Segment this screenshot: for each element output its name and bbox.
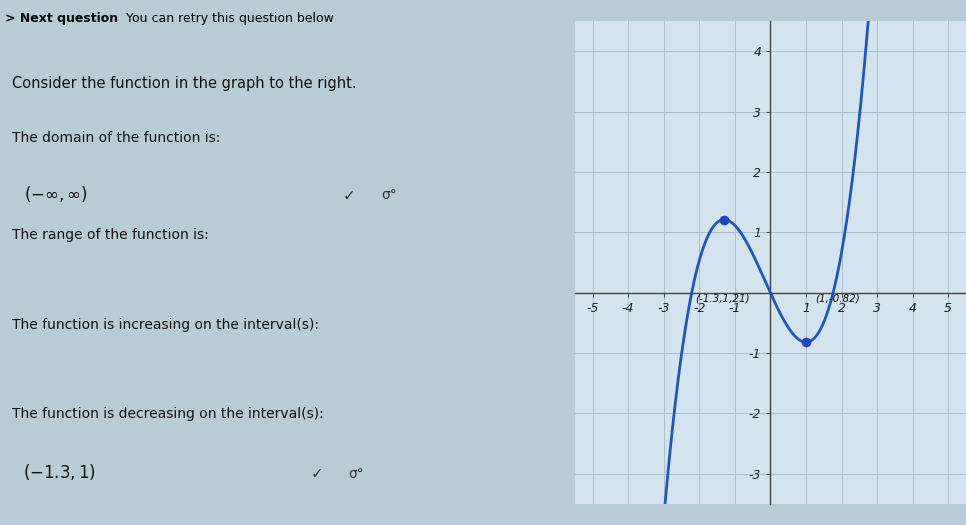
Text: The range of the function is:: The range of the function is: [12,228,209,243]
Text: $(-\infty,\infty)$: $(-\infty,\infty)$ [24,184,88,204]
Text: > Next question: > Next question [5,12,118,25]
Text: ✓: ✓ [343,188,355,203]
Text: You can retry this question below: You can retry this question below [126,12,333,25]
Text: The function is decreasing on the interval(s):: The function is decreasing on the interv… [12,407,324,421]
Text: The function is increasing on the interval(s):: The function is increasing on the interv… [12,318,319,332]
Text: Consider the function in the graph to the right.: Consider the function in the graph to th… [12,76,356,91]
Text: $(-1.3, 1)$: $(-1.3, 1)$ [23,463,97,482]
Text: σ°: σ° [382,188,397,202]
Text: The domain of the function is:: The domain of the function is: [12,131,220,145]
Text: (-1.3,1,21): (-1.3,1,21) [696,294,750,304]
Text: (1,-0.82): (1,-0.82) [815,294,861,304]
Text: σ°: σ° [348,467,363,480]
Text: ✓: ✓ [311,466,324,481]
